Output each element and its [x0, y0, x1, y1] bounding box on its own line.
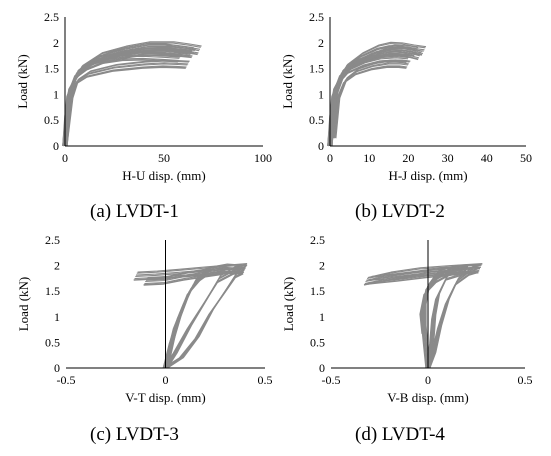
chart-b-x-axis-title: H-J disp. (mm)	[388, 168, 467, 183]
chart-a-y-tick-label: 2.5	[44, 10, 59, 24]
chart-c: -0.5 0 0.500.511.522.5V-T disp. (mm)Load (…	[16, 233, 273, 405]
chart-b-series-4-line-4	[330, 45, 418, 147]
chart-d-y-tick-label: 1.5	[310, 284, 325, 298]
chart-c-y-tick-label: 1	[54, 310, 60, 324]
chart-d-x-axis-title: V-B disp. (mm)	[387, 390, 469, 405]
chart-c-series-4-line-3	[135, 266, 246, 276]
chart-d-series-5-line-2	[369, 269, 467, 282]
chart-c-series-3-line-3	[165, 269, 211, 369]
chart-b-y-tick-label: 1.5	[309, 62, 324, 76]
chart-a-x-tick-label: 0	[62, 151, 68, 165]
chart-c-x-tick-label: 0	[163, 373, 169, 387]
chart-c-y-tick-label: 0	[54, 361, 60, 375]
chart-d-series-4-line-1	[364, 270, 480, 285]
chart-a-y-tick-label: 2	[53, 36, 59, 50]
chart-b-series-4-line-2	[329, 49, 416, 147]
chart-a-series-3-line-5	[66, 41, 202, 147]
chart-d-y-axis-title: Load (kN)	[281, 277, 296, 332]
chart-c-y-axis-title: Load (kN)	[16, 277, 31, 332]
chart-b-y-tick-label: 0	[318, 139, 324, 153]
chart-d-x-tick-label: 0.5	[518, 373, 533, 387]
chart-c-y-tick-label: 2.5	[45, 233, 60, 247]
chart-d-series-5-line-1	[368, 271, 466, 284]
chart-a-series-4-line-4	[65, 44, 193, 147]
chart-d-series-4-line-5	[367, 262, 483, 279]
chart-b-series-2-line-5	[335, 59, 411, 139]
chart-c-series-5-line-4	[146, 266, 227, 280]
chart-d-series-5-line-0	[367, 272, 465, 285]
chart-b: 0 10 20 30 40 50 0 0.5 1 1.5 2 2.5 H-J disp. (mm) Loa…	[280, 10, 532, 183]
chart-d-x-tick-label: -0.5	[322, 373, 341, 387]
chart-d-series-5-line-4	[370, 265, 469, 278]
chart-b-y-axis-title: Load (kN)	[280, 54, 295, 109]
chart-a: 0 50 100 0 0.5 1 1.5 2 2.5 H-U disp. (mm) Load (kN…	[15, 10, 272, 183]
chart-c-x-axis-title: V-T disp. (mm)	[125, 390, 206, 405]
chart-d-series-3-line-0	[419, 274, 450, 334]
chart-b-series-1-line-1	[328, 59, 408, 147]
chart-d-x-tick-label: 0	[425, 373, 431, 387]
chart-c-x-tick-label: -0.5	[57, 373, 76, 387]
chart-b-x-tick-label: 20	[402, 151, 414, 165]
chart-a-y-tick-label: 1	[53, 87, 59, 101]
chart-a-series-2-line-5	[66, 59, 190, 147]
chart-b-y-tick-label: 0.5	[309, 113, 324, 127]
chart-c-series-5-line-3	[145, 268, 226, 281]
caption-b: (b) LVDT-2	[355, 201, 445, 222]
chart-b-y-tick-label: 2	[318, 36, 324, 50]
chart-a-x-axis-title: H-U disp. (mm)	[122, 168, 205, 183]
caption-c: (c) LVDT-3	[90, 424, 179, 445]
chart-b-x-tick-label: 40	[481, 151, 493, 165]
chart-b-series-2-line-2	[332, 63, 409, 139]
chart-d-y-tick-label: 0	[319, 361, 325, 375]
chart-a-y-tick-label: 0.5	[44, 113, 59, 127]
chart-c-series-5-line-2	[145, 269, 225, 283]
chart-d-series-2-line-0	[425, 273, 466, 369]
chart-c-series-5-line-0	[143, 273, 224, 286]
chart-d: -0.5 0 0.500.511.522.5V-B disp. (mm)Load (…	[281, 233, 533, 405]
chart-a-x-tick-label: 100	[254, 151, 272, 165]
chart-b-x-tick-label: 30	[442, 151, 454, 165]
chart-c-y-tick-label: 1.5	[45, 284, 60, 298]
chart-c-series-4-line-5	[137, 262, 248, 273]
caption-a: (a) LVDT-1	[90, 201, 179, 222]
chart-b-y-tick-label: 1	[318, 87, 324, 101]
chart-c-series-5-line-1	[144, 272, 225, 285]
chart-b-x-tick-label: 50	[520, 151, 532, 165]
chart-d-series-1-line-5	[429, 263, 481, 369]
chart-d-y-tick-label: 2.5	[310, 233, 325, 247]
chart-b-y-tick-label: 2.5	[309, 10, 324, 24]
chart-d-y-tick-label: 0.5	[310, 335, 325, 349]
chart-a-series-2-line-4	[65, 60, 189, 147]
chart-a-y-tick-label: 1.5	[44, 62, 59, 76]
caption-d: (d) LVDT-4	[355, 424, 445, 445]
chart-b-x-tick-label: 10	[363, 151, 375, 165]
chart-d-series-5-line-3	[370, 267, 468, 280]
chart-c-y-tick-label: 2	[54, 259, 60, 273]
chart-a-x-tick-label: 50	[158, 151, 170, 165]
chart-a-series-4-line-5	[66, 43, 194, 147]
chart-b-x-tick-label: 0	[327, 151, 333, 165]
chart-b-series-1-line-4	[330, 54, 410, 147]
chart-d-y-tick-label: 2	[319, 259, 325, 273]
chart-a-y-tick-label: 0	[53, 139, 59, 153]
chart-c-series-5-line-5	[147, 265, 228, 279]
chart-d-series-5-line-5	[371, 264, 469, 277]
chart-c-x-tick-label: 0.5	[258, 373, 273, 387]
chart-a-series-2-line-2	[64, 63, 188, 147]
chart-b-series-4-line-5	[331, 44, 419, 147]
chart-a-y-axis-title: Load (kN)	[15, 54, 30, 109]
chart-c-y-tick-label: 0.5	[45, 335, 60, 349]
chart-d-y-tick-label: 1	[319, 310, 325, 324]
